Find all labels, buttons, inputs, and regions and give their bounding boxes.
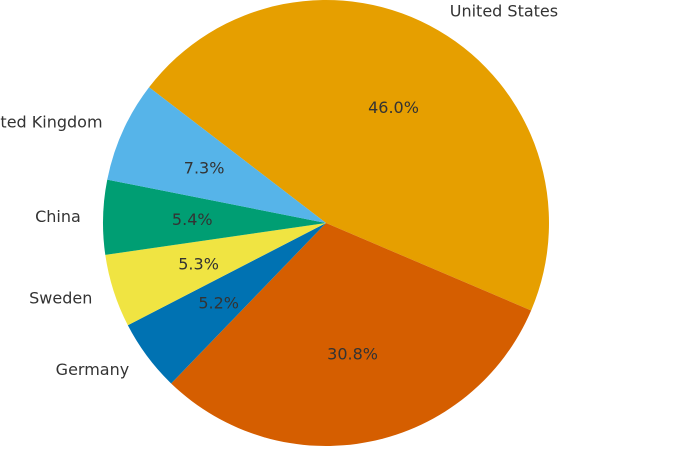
slice-percentage-label: 5.3%	[178, 254, 219, 273]
category-labels: United States Germany Sweden China United Ki…	[0, 2, 558, 379]
slice-category-label: United Kingdom	[0, 112, 103, 131]
percentage-labels: 46.0% 30.8% 5.2% 5.3% 5.4% 7.3%	[172, 98, 419, 364]
pie-slices	[102, 0, 549, 446]
slice-percentage-label: 5.4%	[172, 210, 213, 229]
slice-percentage-label: 30.8%	[327, 345, 378, 364]
slice-percentage-label: 5.2%	[198, 293, 239, 312]
slice-category-label: Germany	[56, 360, 130, 379]
pie-slice	[102, 179, 326, 255]
pie-slice	[105, 223, 326, 326]
pie-slice	[171, 223, 532, 446]
slice-percentage-label: 7.3%	[184, 158, 225, 177]
slice-category-label: Sweden	[29, 288, 92, 307]
slice-percentage-label: 46.0%	[368, 98, 419, 117]
slice-category-label: United States	[450, 2, 558, 21]
slice-category-label: China	[35, 207, 81, 226]
pie-slice	[127, 223, 326, 384]
pie-slice	[149, 0, 549, 311]
pie-slice	[107, 87, 326, 223]
